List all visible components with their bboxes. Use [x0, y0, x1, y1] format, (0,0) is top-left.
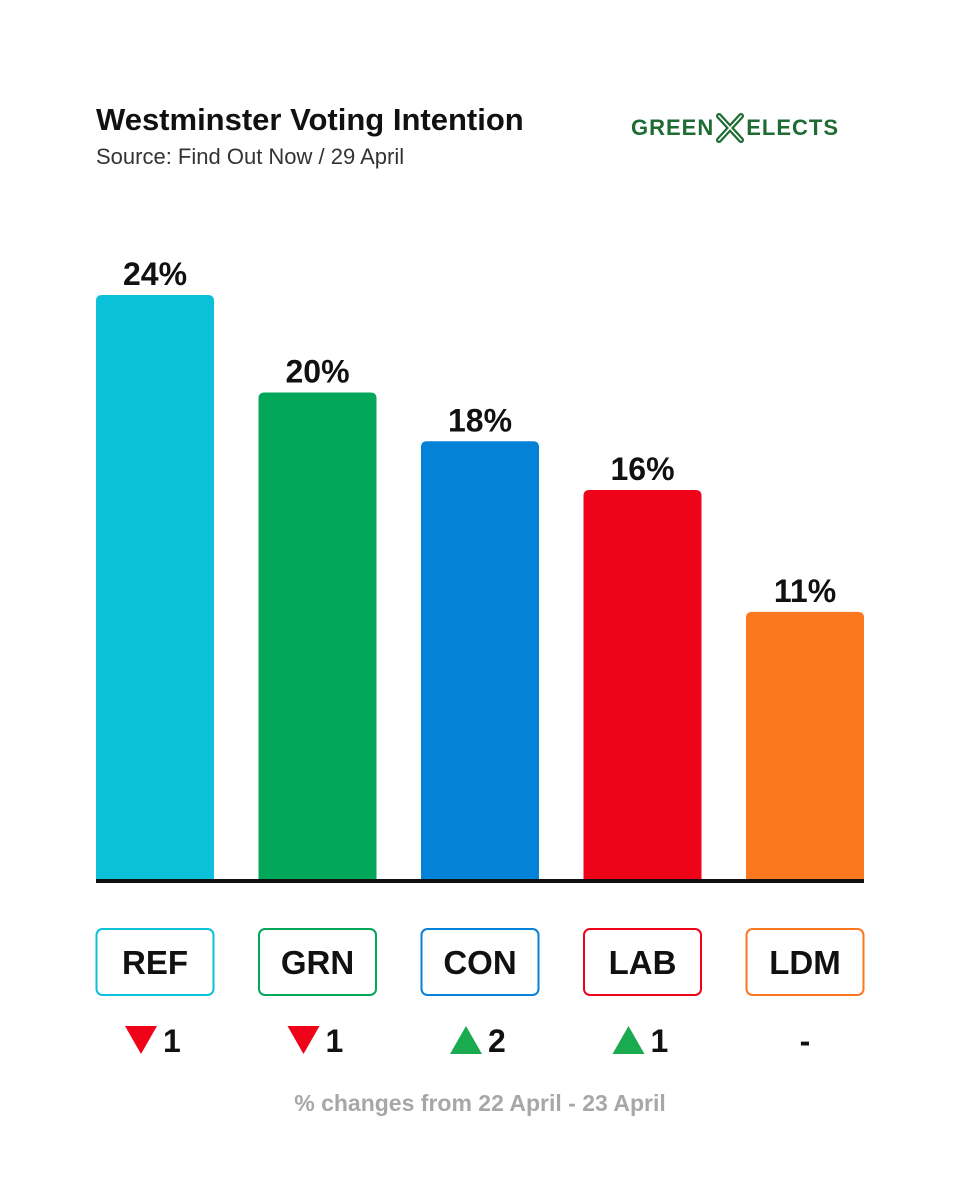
green-elects-logo: GREEN ELECTS	[631, 113, 839, 143]
change-value-con: 2	[488, 1023, 506, 1059]
value-label-lab: 16%	[610, 451, 674, 487]
category-box-con	[420, 928, 540, 996]
value-label-grn: 20%	[285, 354, 349, 390]
change-value-lab: 1	[651, 1023, 669, 1059]
cross-icon	[716, 113, 745, 143]
logo-text-right: ELECTS	[746, 115, 840, 140]
up-triangle-icon-lab	[612, 1026, 645, 1054]
up-triangle-icon-con	[450, 1026, 482, 1054]
bar-ref	[96, 295, 214, 880]
down-triangle-icon-grn	[287, 1026, 320, 1054]
value-label-ref: 24%	[123, 256, 187, 292]
change-value-ldm: -	[800, 1023, 811, 1059]
logo-text-left: GREEN	[631, 115, 715, 140]
category-box-ref	[95, 928, 215, 996]
category-label-lab: LAB	[609, 944, 677, 981]
category-label-ref: REF	[122, 944, 188, 981]
value-label-con: 18%	[448, 402, 512, 438]
changes-footnote: % changes from 22 April - 23 April	[294, 1090, 666, 1116]
bar-con	[421, 441, 539, 880]
chart-subtitle: Source: Find Out Now / 29 April	[96, 144, 405, 169]
bar-lab	[583, 490, 702, 880]
bar-ldm	[746, 611, 864, 880]
category-box-ldm	[745, 928, 865, 996]
category-label-ldm: LDM	[769, 944, 840, 981]
change-value-ref: 1	[163, 1023, 181, 1059]
chart-title: Westminster Voting Intention	[96, 102, 524, 137]
change-value-grn: 1	[326, 1023, 344, 1059]
category-label-grn: GRN	[281, 944, 354, 981]
category-box-grn	[258, 928, 377, 996]
value-label-ldm: 11%	[774, 573, 836, 609]
category-label-con: CON	[443, 944, 516, 981]
category-box-lab	[583, 928, 702, 996]
bar-grn	[258, 392, 377, 880]
down-triangle-icon-ref	[125, 1026, 157, 1054]
